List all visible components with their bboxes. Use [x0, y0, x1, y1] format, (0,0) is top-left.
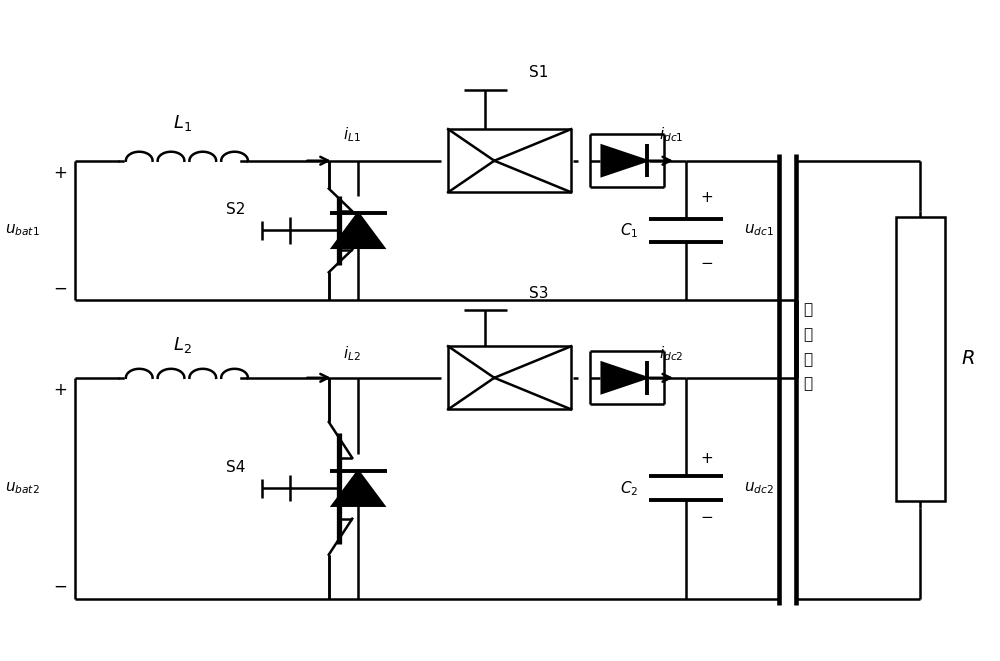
Polygon shape	[332, 213, 384, 248]
Text: 直
流
母
线: 直 流 母 线	[803, 303, 812, 391]
Bar	[896, 217, 945, 502]
Text: S1: S1	[529, 65, 549, 80]
Text: +: +	[700, 451, 713, 466]
Text: $u_{bat1}$: $u_{bat1}$	[5, 223, 40, 238]
Polygon shape	[602, 363, 647, 393]
Text: $C_2$: $C_2$	[620, 479, 639, 498]
Text: $u_{dc2}$: $u_{dc2}$	[744, 481, 774, 496]
Text: +: +	[53, 163, 67, 182]
Text: $u_{dc1}$: $u_{dc1}$	[744, 223, 774, 238]
Text: −: −	[700, 256, 713, 271]
Text: −: −	[53, 280, 67, 297]
Text: $C_1$: $C_1$	[620, 221, 639, 240]
Text: $i_{L1}$: $i_{L1}$	[343, 126, 361, 144]
Text: S2: S2	[226, 202, 246, 217]
Text: −: −	[700, 510, 713, 525]
Text: $R$: $R$	[961, 350, 975, 368]
Text: S4: S4	[226, 460, 246, 475]
Text: $i_{dc1}$: $i_{dc1}$	[659, 126, 683, 144]
Text: S3: S3	[529, 286, 549, 301]
Text: $u_{bat2}$: $u_{bat2}$	[5, 481, 40, 496]
Text: $L_1$: $L_1$	[173, 113, 192, 133]
Text: $L_2$: $L_2$	[173, 334, 192, 355]
Text: −: −	[53, 578, 67, 596]
Text: +: +	[53, 381, 67, 399]
Polygon shape	[602, 145, 647, 176]
Text: $i_{L2}$: $i_{L2}$	[343, 344, 361, 364]
Text: +: +	[700, 190, 713, 205]
Text: $i_{dc2}$: $i_{dc2}$	[659, 344, 683, 364]
Polygon shape	[332, 471, 384, 506]
